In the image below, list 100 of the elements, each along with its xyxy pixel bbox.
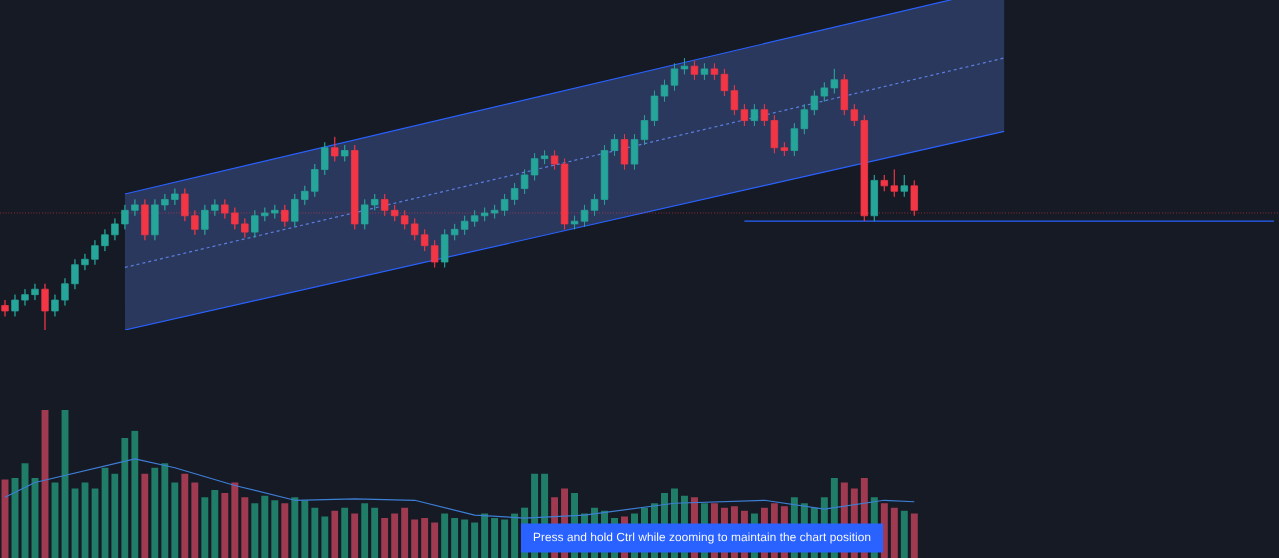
candlestick bbox=[440, 228, 449, 268]
candlestick bbox=[670, 63, 679, 92]
candlestick bbox=[790, 122, 799, 157]
candlestick bbox=[121, 204, 129, 230]
bar bbox=[511, 513, 519, 558]
bar bbox=[381, 518, 389, 558]
bar bbox=[401, 507, 409, 558]
bar bbox=[471, 522, 479, 558]
candlestick bbox=[361, 199, 369, 230]
candlestick bbox=[201, 204, 209, 236]
candlestick bbox=[730, 84, 739, 116]
bar bbox=[351, 513, 359, 558]
bar bbox=[231, 482, 239, 558]
bar bbox=[161, 463, 169, 558]
candlestick bbox=[410, 218, 419, 241]
bar bbox=[451, 518, 459, 558]
candlestick bbox=[241, 218, 249, 238]
bar bbox=[151, 467, 159, 558]
candlestick bbox=[680, 57, 689, 75]
bar bbox=[211, 489, 219, 558]
bar bbox=[461, 519, 469, 558]
candlestick bbox=[131, 199, 139, 217]
candlestick bbox=[630, 133, 639, 170]
candlestick bbox=[161, 193, 169, 211]
candlestick bbox=[31, 283, 39, 301]
candlestick bbox=[590, 193, 599, 217]
candlestick bbox=[211, 199, 219, 217]
candlestick bbox=[101, 228, 109, 252]
bar bbox=[201, 497, 209, 558]
bar bbox=[121, 438, 129, 558]
candlestick bbox=[740, 103, 749, 127]
bar bbox=[261, 495, 269, 558]
bar bbox=[391, 513, 399, 558]
bar bbox=[141, 473, 149, 558]
bar bbox=[341, 507, 349, 558]
candlestick bbox=[470, 209, 479, 228]
candlestick bbox=[480, 207, 489, 222]
bar bbox=[890, 507, 898, 558]
candlestick bbox=[820, 82, 829, 102]
candlestick bbox=[750, 103, 759, 127]
candlestick bbox=[520, 169, 529, 195]
candlestick bbox=[400, 209, 409, 230]
bar bbox=[491, 518, 499, 558]
candlestick bbox=[291, 193, 299, 228]
candlestick bbox=[51, 294, 59, 317]
bar bbox=[501, 519, 509, 558]
candlestick bbox=[341, 144, 349, 162]
candlestick bbox=[570, 215, 579, 230]
bar bbox=[481, 513, 489, 558]
bar bbox=[900, 510, 908, 558]
bar bbox=[171, 482, 179, 558]
candlestick bbox=[510, 182, 519, 206]
candlestick bbox=[490, 204, 499, 219]
bar bbox=[431, 522, 439, 558]
candlestick bbox=[710, 63, 719, 81]
candlestick bbox=[430, 239, 439, 268]
bar bbox=[910, 513, 918, 558]
candlestick bbox=[780, 141, 789, 157]
candlestick bbox=[610, 133, 619, 157]
candlestick bbox=[151, 199, 159, 241]
candlestick bbox=[720, 68, 729, 97]
candlestick bbox=[900, 174, 908, 198]
bar bbox=[421, 518, 429, 558]
bar bbox=[181, 473, 189, 558]
candlestick bbox=[251, 209, 259, 238]
candlestick bbox=[460, 215, 469, 236]
candlestick bbox=[810, 90, 819, 116]
candlestick bbox=[61, 277, 69, 306]
bar bbox=[441, 513, 449, 558]
candlestick bbox=[420, 228, 429, 252]
candlestick bbox=[660, 79, 669, 102]
bar bbox=[131, 430, 139, 558]
candlestick bbox=[301, 185, 309, 206]
candlestick bbox=[11, 294, 19, 317]
candlestick bbox=[181, 188, 189, 222]
candlestick bbox=[500, 193, 509, 217]
bar bbox=[371, 507, 379, 558]
candlestick bbox=[311, 163, 319, 198]
candlestick bbox=[600, 144, 609, 206]
bar bbox=[251, 503, 259, 558]
candlestick bbox=[870, 174, 879, 222]
bar bbox=[221, 492, 229, 558]
candlestick bbox=[580, 204, 589, 228]
candlestick bbox=[171, 188, 179, 206]
bar bbox=[361, 503, 369, 558]
candlestick bbox=[371, 193, 379, 211]
bar bbox=[241, 497, 249, 558]
candlestick bbox=[540, 150, 549, 165]
candlestick bbox=[700, 63, 709, 81]
annotation: Press and hold Ctrl while zooming to maintain the chart position bbox=[533, 532, 871, 544]
bar bbox=[111, 473, 119, 558]
candlestick bbox=[530, 152, 539, 181]
bar bbox=[191, 482, 199, 558]
candlestick bbox=[271, 204, 279, 219]
candlestick bbox=[830, 68, 839, 94]
candlestick bbox=[840, 73, 849, 116]
bar bbox=[1, 479, 9, 558]
candlestick bbox=[111, 218, 119, 241]
candlestick bbox=[91, 239, 99, 266]
candlestick bbox=[690, 60, 699, 81]
